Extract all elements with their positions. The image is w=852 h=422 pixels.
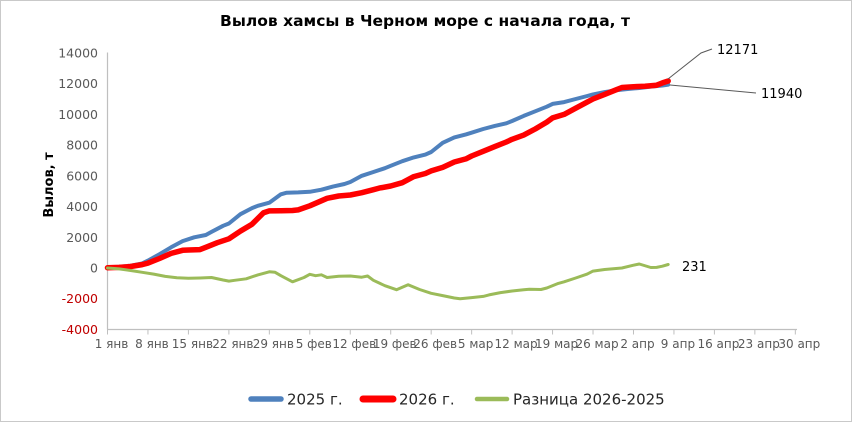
- x-axis-label: 26 мар: [575, 337, 618, 351]
- x-axis-label: 15 янв: [172, 337, 213, 351]
- x-axis-label: 8 янв: [135, 337, 169, 351]
- y-axis-label: 4000: [66, 199, 98, 214]
- y-axis-label: 10000: [58, 107, 98, 122]
- x-axis-label: 23 апр: [738, 337, 780, 351]
- y-axis-label: 2000: [66, 230, 98, 245]
- series-lines: [104, 78, 671, 301]
- callout-leader-2026: [667, 48, 713, 80]
- x-axis-label: 19 фев: [373, 337, 417, 351]
- x-axis-label: 12 мар: [495, 337, 538, 351]
- callout-value-diff: 231: [682, 260, 707, 275]
- callout-value-2025: 11940: [761, 87, 802, 102]
- legend-item-label: Разница 2026-2025: [513, 391, 665, 409]
- y-axis-title: Вылов, т: [42, 152, 57, 218]
- callout-value-2026: 12171: [717, 43, 758, 58]
- x-axis-label: 5 фев: [296, 337, 332, 351]
- x-axis-label: 9 апр: [661, 337, 695, 351]
- legend: 2025 г. 2026 г. Разница 2026-2025: [248, 391, 665, 409]
- legend-item-label: 2026 г.: [399, 391, 455, 409]
- x-axis-label: 29 янв: [253, 337, 294, 351]
- x-axis-label: 26 фев: [413, 337, 457, 351]
- x-axis-label: 2 апр: [620, 337, 654, 351]
- x-axis-label: 5 мар: [458, 337, 493, 351]
- y-axis-label: -2000: [62, 291, 98, 306]
- x-axis-label: 1 янв: [95, 337, 129, 351]
- callout-leader-2025: [669, 84, 757, 94]
- x-axis-ticks: [107, 329, 796, 335]
- y-axis-label: 14000: [58, 45, 98, 60]
- x-axis-label: 12 фев: [332, 337, 376, 351]
- x-axis-label: 22 янв: [212, 337, 253, 351]
- series-line-Разница-2026-2025: [106, 262, 670, 301]
- y-axis-label: 0: [90, 261, 98, 276]
- series-line-2025-г-: [105, 82, 671, 270]
- legend-item: 2025 г.: [248, 391, 343, 409]
- y-axis-label: -4000: [62, 322, 98, 337]
- y-axis-labels: 14000 12000 10000 8000 6000 4000 2000 0 -2000 -40…: [58, 45, 98, 336]
- y-axis-label: 6000: [66, 168, 98, 183]
- y-axis-label: 12000: [58, 76, 98, 91]
- chart-title: Вылов хамсы в Черном море с начала года,…: [220, 12, 630, 30]
- legend-item: 2026 г.: [359, 391, 455, 409]
- y-axis-label: 8000: [66, 138, 98, 153]
- legend-item-label: 2025 г.: [287, 391, 343, 409]
- x-axis-label: 16 апр: [697, 337, 739, 351]
- x-axis-label: 19 мар: [535, 337, 578, 351]
- x-axis-labels: 1 янв 8 янв 15 янв 22 янв 29 янв 5 фев 12 фев1…: [95, 337, 821, 351]
- x-axis-label: 30 апр: [778, 337, 820, 351]
- legend-item: Разница 2026-2025: [474, 391, 665, 409]
- series-line-2026-г-: [104, 78, 671, 271]
